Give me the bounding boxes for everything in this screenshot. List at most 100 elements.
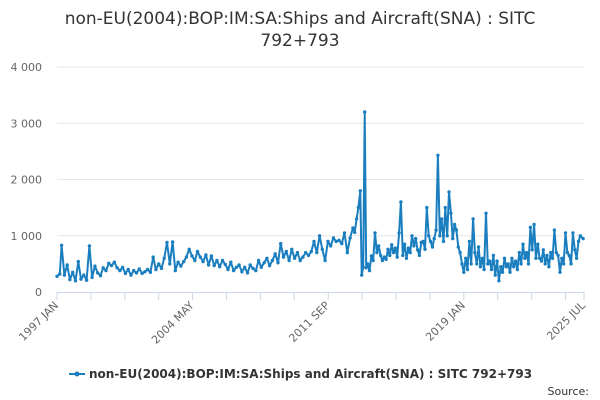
data-point-173[interactable] xyxy=(471,217,475,221)
data-point-223[interactable] xyxy=(563,231,568,235)
data-point-10[interactable] xyxy=(82,273,86,277)
data-point-104[interactable] xyxy=(342,231,347,235)
data-point-45[interactable] xyxy=(179,264,183,268)
data-point-222[interactable] xyxy=(562,262,566,266)
data-point-146[interactable] xyxy=(421,239,425,244)
data-point-128[interactable] xyxy=(388,253,392,258)
data-point-29[interactable] xyxy=(134,271,139,275)
data-point-27[interactable] xyxy=(129,273,133,277)
data-point-35[interactable] xyxy=(151,255,155,259)
data-point-1[interactable] xyxy=(58,272,62,276)
data-point-78[interactable] xyxy=(270,258,275,263)
data-point-217[interactable] xyxy=(552,228,557,232)
data-point-153[interactable] xyxy=(434,228,438,232)
data-point-138[interactable] xyxy=(406,246,410,250)
data-point-229[interactable] xyxy=(574,256,579,260)
data-point-48[interactable] xyxy=(187,247,191,251)
data-point-142[interactable] xyxy=(414,236,418,241)
data-point-47[interactable] xyxy=(184,255,189,259)
data-point-143[interactable] xyxy=(415,248,420,252)
data-point-18[interactable] xyxy=(104,268,108,273)
data-point-203[interactable] xyxy=(526,262,531,266)
data-point-31[interactable] xyxy=(140,271,144,276)
data-point-69[interactable] xyxy=(245,271,250,275)
data-point-102[interactable] xyxy=(337,238,341,242)
data-point-89[interactable] xyxy=(301,255,305,259)
data-point-91[interactable] xyxy=(306,253,311,258)
data-point-24[interactable] xyxy=(120,265,125,269)
data-point-54[interactable] xyxy=(204,253,208,257)
data-point-68[interactable] xyxy=(243,265,247,269)
data-point-123[interactable] xyxy=(378,253,383,258)
data-point-135[interactable] xyxy=(401,253,405,258)
data-point-158[interactable] xyxy=(443,205,447,210)
data-point-151[interactable] xyxy=(430,245,435,249)
data-point-144[interactable] xyxy=(417,253,422,258)
data-point-174[interactable] xyxy=(473,250,477,255)
data-point-199[interactable] xyxy=(519,262,523,266)
data-point-42[interactable] xyxy=(170,240,175,244)
data-point-85[interactable] xyxy=(290,247,294,251)
data-point-37[interactable] xyxy=(157,262,161,266)
data-point-178[interactable] xyxy=(480,256,484,260)
data-point-41[interactable] xyxy=(168,262,172,266)
data-point-72[interactable] xyxy=(254,268,258,273)
data-point-11[interactable] xyxy=(84,278,89,282)
data-point-94[interactable] xyxy=(315,250,319,255)
data-point-192[interactable] xyxy=(506,262,510,266)
data-point-90[interactable] xyxy=(304,250,308,255)
data-point-162[interactable] xyxy=(451,236,455,241)
data-point-13[interactable] xyxy=(90,275,94,280)
data-point-111[interactable] xyxy=(358,189,362,193)
data-point-225[interactable] xyxy=(567,253,571,258)
data-point-166[interactable] xyxy=(458,250,462,255)
data-point-115[interactable] xyxy=(364,266,368,270)
data-point-106[interactable] xyxy=(348,236,352,240)
data-point-83[interactable] xyxy=(284,249,288,254)
data-point-36[interactable] xyxy=(154,267,158,272)
data-point-132[interactable] xyxy=(395,255,399,259)
data-point-188[interactable] xyxy=(499,265,503,269)
data-point-219[interactable] xyxy=(556,253,560,258)
data-point-38[interactable] xyxy=(159,266,164,271)
data-point-55[interactable] xyxy=(206,263,211,267)
data-point-167[interactable] xyxy=(460,262,464,266)
data-point-213[interactable] xyxy=(545,253,549,258)
data-point-4[interactable] xyxy=(65,263,69,267)
data-point-113[interactable] xyxy=(361,265,365,269)
data-point-17[interactable] xyxy=(101,266,105,270)
data-point-108[interactable] xyxy=(353,230,357,235)
data-point-9[interactable] xyxy=(79,277,83,281)
data-point-226[interactable] xyxy=(569,262,573,266)
data-point-131[interactable] xyxy=(393,246,398,250)
data-point-212[interactable] xyxy=(543,262,547,266)
data-point-232[interactable] xyxy=(581,236,585,241)
data-point-190[interactable] xyxy=(502,256,507,260)
data-point-75[interactable] xyxy=(262,261,266,265)
data-point-211[interactable] xyxy=(541,248,545,252)
data-point-147[interactable] xyxy=(423,247,427,251)
data-point-187[interactable] xyxy=(497,279,501,283)
data-point-40[interactable] xyxy=(165,240,169,245)
data-point-196[interactable] xyxy=(513,259,518,263)
data-point-227[interactable] xyxy=(571,231,575,235)
data-point-88[interactable] xyxy=(298,258,302,263)
data-point-172[interactable] xyxy=(469,262,473,266)
data-point-101[interactable] xyxy=(334,239,338,244)
data-point-59[interactable] xyxy=(218,265,222,269)
data-point-161[interactable] xyxy=(449,211,453,215)
data-point-109[interactable] xyxy=(354,217,359,221)
data-point-191[interactable] xyxy=(504,265,508,269)
data-point-25[interactable] xyxy=(123,271,128,276)
data-point-50[interactable] xyxy=(193,258,197,263)
data-point-79[interactable] xyxy=(273,252,277,256)
data-point-230[interactable] xyxy=(576,239,581,244)
data-point-33[interactable] xyxy=(145,267,150,272)
data-point-112[interactable] xyxy=(360,273,364,277)
data-point-215[interactable] xyxy=(549,250,553,255)
data-point-84[interactable] xyxy=(287,258,291,263)
data-point-209[interactable] xyxy=(537,256,542,260)
data-point-129[interactable] xyxy=(390,243,394,247)
data-point-121[interactable] xyxy=(375,250,379,255)
data-point-126[interactable] xyxy=(384,257,388,262)
